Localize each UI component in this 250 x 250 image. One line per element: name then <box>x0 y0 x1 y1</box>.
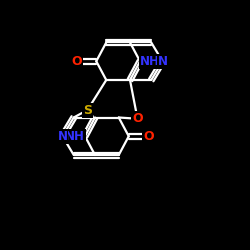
Text: S: S <box>83 104 92 117</box>
Text: NH: NH <box>65 130 85 143</box>
Text: N: N <box>158 55 168 68</box>
Text: O: O <box>71 55 82 68</box>
Text: O: O <box>144 130 154 143</box>
Text: NH: NH <box>140 55 160 68</box>
Text: O: O <box>132 112 143 125</box>
Text: N: N <box>58 130 68 143</box>
